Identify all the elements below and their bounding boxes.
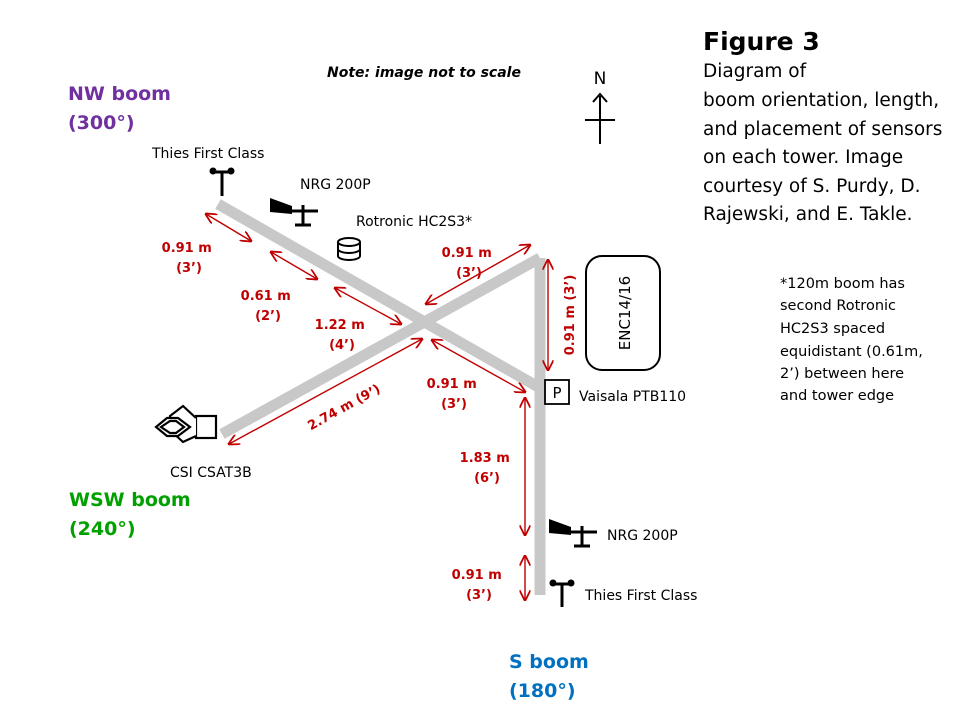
thies-nw-icon bbox=[209, 167, 235, 196]
meas-s-091-bot: 0.91 m (3’) bbox=[452, 568, 507, 603]
wsw-boom-bar bbox=[219, 253, 543, 439]
measurement-arrows bbox=[206, 214, 548, 600]
caption-line: and placement of sensors bbox=[703, 119, 942, 140]
footnote-line: and tower edge bbox=[780, 388, 894, 404]
wsw-boom-name: WSW boom (240°) bbox=[69, 489, 197, 540]
nw-boom-name: NW boom (300°) bbox=[68, 83, 178, 134]
nrg-s-label: NRG 200P bbox=[607, 528, 678, 544]
enc-enclosure bbox=[585, 255, 661, 371]
caption-line: Diagram of bbox=[703, 61, 807, 82]
meas-ne-091: 0.91 m (3’) bbox=[442, 246, 497, 281]
caption-line: Rajewski, and E. Takle. bbox=[703, 204, 913, 225]
footnote: *120m boom has second Rotronic HC2S3 spa… bbox=[780, 276, 927, 404]
caption-line: on each tower. Image bbox=[703, 147, 903, 168]
enc-label: ENC14/16 bbox=[616, 276, 634, 350]
north-arrow-icon bbox=[585, 92, 615, 144]
meas-nw-122: 1.22 m (4’) bbox=[315, 318, 370, 353]
arrow-nw-061 bbox=[271, 252, 317, 279]
csat-icon bbox=[154, 404, 218, 444]
vaisala-label: Vaisala PTB110 bbox=[579, 389, 686, 405]
footnote-line: equidistant (0.61m, bbox=[780, 344, 923, 360]
thies-s-label: Thies First Class bbox=[584, 588, 697, 604]
figure-title: Figure 3 bbox=[703, 27, 820, 56]
nrg-s-icon bbox=[549, 519, 597, 548]
caption-line: courtesy of S. Purdy, D. bbox=[703, 176, 921, 197]
csat-label: CSI CSAT3B bbox=[170, 465, 252, 481]
north-label: N bbox=[594, 69, 607, 89]
vaisala-box bbox=[544, 379, 570, 405]
meas-nw-091: 0.91 m (3’) bbox=[162, 241, 217, 276]
caption-line: boom orientation, length, bbox=[703, 90, 939, 111]
rotronic-label: Rotronic HC2S3* bbox=[356, 214, 472, 230]
arrow-ne-091 bbox=[426, 245, 530, 304]
arrow-wsw-274 bbox=[229, 339, 422, 444]
footnote-line: HC2S3 spaced bbox=[780, 321, 885, 337]
meas-s-091-top: 0.91 m (3’) bbox=[427, 377, 482, 412]
meas-enc-091: 0.91 m (3’) bbox=[563, 275, 578, 356]
footnote-line: second Rotronic bbox=[780, 298, 896, 314]
nrg-nw-label: NRG 200P bbox=[300, 177, 371, 193]
footnote-line: *120m boom has bbox=[780, 276, 905, 292]
thies-nw-label: Thies First Class bbox=[151, 146, 264, 162]
meas-wsw-274: 2.74 m (9’) bbox=[305, 382, 383, 434]
vaisala-symbol: P bbox=[552, 384, 561, 402]
arrow-s-091-top bbox=[432, 340, 525, 392]
arrow-nw-122 bbox=[335, 288, 401, 324]
thies-s-icon bbox=[549, 579, 575, 607]
s-boom-name: S boom (180°) bbox=[509, 651, 595, 702]
meas-nw-061: 0.61 m (2’) bbox=[241, 289, 296, 324]
rotronic-icon bbox=[337, 237, 361, 261]
footnote-line: 2’) between here bbox=[780, 366, 904, 382]
nrg-nw-icon bbox=[270, 198, 318, 227]
figure-caption: Diagram of boom orientation, length, and… bbox=[703, 61, 948, 225]
arrow-nw-091 bbox=[206, 214, 251, 241]
meas-s-183: 1.83 m (6’) bbox=[460, 451, 515, 486]
not-to-scale-note: Note: image not to scale bbox=[327, 65, 521, 81]
